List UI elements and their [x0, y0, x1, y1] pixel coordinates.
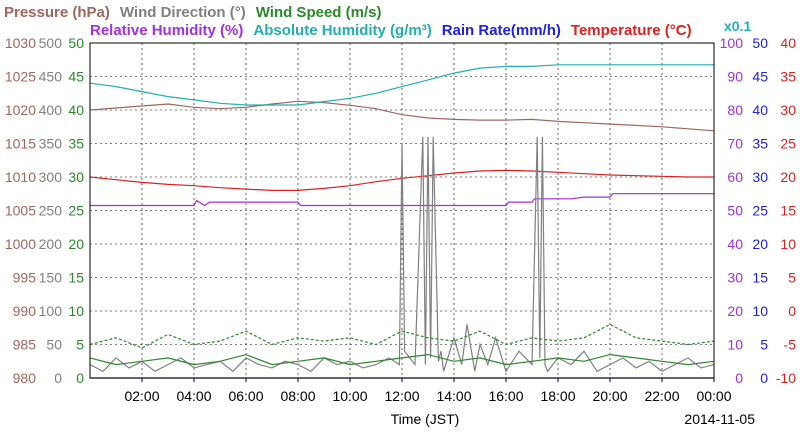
right-axis-tick-label: 40	[752, 102, 768, 118]
chart-series	[89, 64, 715, 379]
left-axis-tick-label: 45	[68, 69, 84, 85]
series-line-pressure	[89, 100, 715, 132]
left-axis-tick-label: 300	[39, 169, 63, 185]
right-axis-tick-label: 0	[760, 370, 768, 386]
left-axis-tick-label: 40	[68, 102, 84, 118]
right-axis-tick-label: 25	[752, 203, 768, 219]
series-line-wind-direction	[89, 136, 715, 373]
left-axis-tick-label: 500	[39, 35, 63, 51]
right-axis-tick-label: 10	[780, 236, 796, 252]
date-label: 2014-11-05	[684, 411, 755, 427]
legend-entry: Relative Humidity (%)	[90, 22, 243, 39]
right-axis-tick-label: 40	[727, 236, 743, 252]
legend-entry: Rain Rate(mm/h)	[442, 22, 561, 39]
legend-entry: Wind Speed (m/s)	[256, 4, 382, 21]
x-axis-tick-label: 08:00	[280, 388, 315, 404]
right-axis-tick-label: 35	[752, 136, 768, 152]
right-axis-tick-label: 20	[752, 236, 768, 252]
x-axis-tick-label: 12:00	[384, 388, 419, 404]
right-axis-tick-label: -10	[776, 370, 796, 386]
left-axis-tick-label: 1005	[5, 203, 36, 219]
left-axis-tick-label: 5	[76, 337, 84, 353]
right-axis-tick-label: 0	[788, 303, 796, 319]
chart-header: Pressure (hPa) Wind Direction (°) Wind Spe…	[4, 4, 751, 39]
series-line-relative-humidity	[90, 193, 714, 207]
x-axis-tick-label: 18:00	[540, 388, 575, 404]
right-axis-tick-label: 15	[752, 270, 768, 286]
left-axis-tick-label: 1030	[5, 35, 36, 51]
left-axis-tick-label: 1000	[5, 236, 36, 252]
x-axis-tick-label: 04:00	[176, 388, 211, 404]
series-line-wind-speed	[89, 353, 715, 366]
left-axis-tick-label: 10	[68, 303, 84, 319]
left-axis-tick-label: 15	[68, 270, 84, 286]
left-axis-tick-label: 985	[13, 337, 37, 353]
x-axis-tick-label: 06:00	[228, 388, 263, 404]
left-axis-tick-label: 35	[68, 136, 84, 152]
left-axis-tick-label: 20	[68, 236, 84, 252]
right-axis-tick-label: 30	[752, 169, 768, 185]
left-axis-tick-label: 1010	[5, 169, 36, 185]
left-axis-tick-label: 30	[68, 169, 84, 185]
right-axis-tick-label: -5	[784, 337, 797, 353]
chart-axes: 9809859909951000100510101015102010251030…	[5, 35, 796, 404]
x-axis-tick-label: 14:00	[436, 388, 471, 404]
right-axis-tick-label: 20	[727, 303, 743, 319]
x-axis-tick-label: 16:00	[488, 388, 523, 404]
series-line-wind-speed-max	[89, 323, 715, 349]
right-axis-tick-label: 30	[780, 102, 796, 118]
left-axis-tick-label: 990	[13, 303, 37, 319]
left-axis-tick-label: 150	[39, 270, 63, 286]
left-axis-tick-label: 50	[46, 337, 62, 353]
right-axis-tick-label: 5	[788, 270, 796, 286]
x-axis-tick-label: 20:00	[592, 388, 627, 404]
left-axis-tick-label: 0	[54, 370, 62, 386]
left-axis-tick-label: 25	[68, 203, 84, 219]
left-axis-tick-label: 450	[39, 69, 63, 85]
left-axis-tick-label: 50	[68, 35, 84, 51]
right-axis-tick-label: 15	[780, 203, 796, 219]
legend-entry: Wind Direction (°)	[120, 4, 246, 21]
left-axis-tick-label: 250	[39, 203, 63, 219]
right-axis-tick-label: 90	[727, 69, 743, 85]
left-axis-tick-label: 0	[76, 370, 84, 386]
right-axis-tick-label: 25	[780, 136, 796, 152]
x-axis-label: Time (JST)	[391, 411, 460, 427]
right-axis-tick-label: 70	[727, 136, 743, 152]
series-line-absolute-humidity	[89, 64, 714, 106]
right-axis-tick-label: 50	[727, 203, 743, 219]
right-axis-tick-label: 45	[752, 69, 768, 85]
left-axis-tick-label: 1025	[5, 69, 36, 85]
left-axis-tick-label: 350	[39, 136, 63, 152]
left-axis-tick-label: 995	[13, 270, 37, 286]
right-axis-tick-label: 20	[780, 169, 796, 185]
right-axis-tick-label: 10	[727, 337, 743, 353]
left-axis-tick-label: 400	[39, 102, 63, 118]
right-axis-tick-label: 10	[752, 303, 768, 319]
legend-entry: Absolute Humidity (g/m³)	[253, 22, 431, 39]
legend-entry: Pressure (hPa)	[4, 4, 110, 21]
x-axis-tick-label: 02:00	[124, 388, 159, 404]
right-axis-tick-label: 100	[720, 35, 744, 51]
left-axis-tick-label: 1020	[5, 102, 36, 118]
right-axis-tick-label: 30	[727, 270, 743, 286]
right-axis-tick-label: 35	[780, 69, 796, 85]
right-axis-tick-label: 40	[780, 35, 796, 51]
x-axis-tick-label: 10:00	[332, 388, 367, 404]
legend-entry: Temperature (°C)	[571, 22, 692, 39]
right-axis-tick-label: 50	[752, 35, 768, 51]
x-axis-tick-label: 22:00	[644, 388, 679, 404]
left-axis-tick-label: 1015	[5, 136, 36, 152]
chart-grid	[90, 43, 714, 378]
x-axis-tick-label: 00:00	[696, 388, 731, 404]
right-axis-tick-label: 0	[735, 370, 743, 386]
rain-scale-note: x0.1	[724, 18, 751, 34]
right-axis-tick-label: 80	[727, 102, 743, 118]
left-axis-tick-label: 100	[39, 303, 63, 319]
right-axis-tick-label: 60	[727, 169, 743, 185]
right-axis-tick-label: 5	[760, 337, 768, 353]
left-axis-tick-label: 200	[39, 236, 63, 252]
left-axis-tick-label: 980	[13, 370, 37, 386]
